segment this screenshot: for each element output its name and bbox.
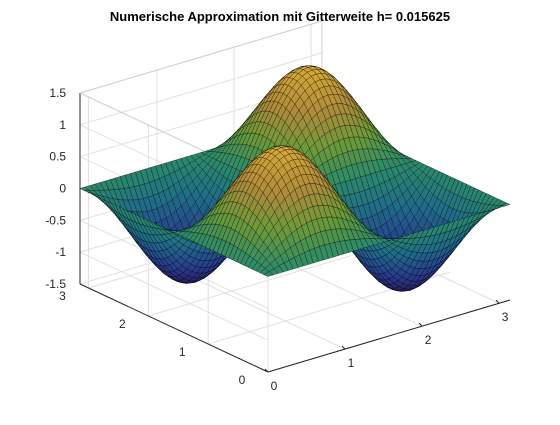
surface-patch <box>500 202 511 207</box>
chart-title: Numerische Approximation mit Gitterweite… <box>109 9 451 24</box>
y-tick-label: 0 <box>239 373 246 387</box>
z-tick-label: -0.5 <box>45 213 66 227</box>
axis-edge <box>267 299 511 373</box>
z-tick-label: 1 <box>59 118 66 132</box>
x-tick-label: 0 <box>271 379 278 393</box>
surface-mesh <box>79 65 511 292</box>
x-tick-label: 3 <box>502 310 509 324</box>
floor-grid-line <box>148 243 391 317</box>
y-tick-label: 1 <box>179 345 186 359</box>
y-tick-label: 2 <box>119 317 126 331</box>
x-tick-mark <box>264 368 269 373</box>
z-tick-label: 1.5 <box>49 86 66 100</box>
x-tick-mark <box>418 322 423 327</box>
z-tick-label: 0.5 <box>49 150 66 164</box>
x-tick-label: 1 <box>348 356 355 370</box>
tick-labels: 0 1 2 3 0 1 2 3 1.5 1 0.5 0 -0.5 -1 -1.5 <box>45 86 508 393</box>
y-tick-label: 3 <box>59 289 66 303</box>
z-tick-label: -1 <box>55 245 66 259</box>
z-tick-label: -1.5 <box>45 277 66 291</box>
axis-edge <box>79 20 323 94</box>
x-tick-mark <box>341 345 346 350</box>
x-tick-mark <box>495 299 500 304</box>
x-tick-label: 2 <box>425 333 432 347</box>
axis-edge <box>79 283 269 373</box>
z-tick-label: 0 <box>59 182 66 196</box>
